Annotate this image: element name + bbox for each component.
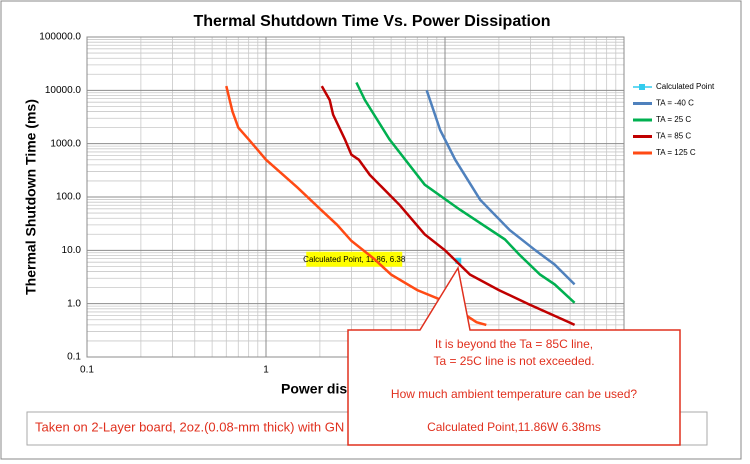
legend-label: TA = -40 C [656, 99, 694, 108]
y-tick-label: 100.0 [56, 192, 81, 203]
series-line [425, 89, 576, 286]
series-line [320, 85, 576, 327]
legend-label: TA = 85 C [656, 132, 691, 141]
y-tick-label: 1.0 [67, 298, 81, 309]
y-axis-title: Thermal Shutdown Time (ms) [23, 99, 39, 295]
grid: 0.11101000.11.010.0100.01000.010000.0100… [39, 32, 632, 376]
callout [347, 265, 681, 446]
x-tick-label: 1 [263, 365, 269, 376]
note: Taken on 2-Layer board, 2oz.(0.08-mm thi… [35, 419, 344, 434]
series-line [225, 85, 487, 327]
y-tick-label: 1000.0 [50, 138, 81, 149]
y-tick-label: 10.0 [62, 245, 82, 256]
point [455, 257, 462, 264]
y-tick-label: 10000.0 [45, 85, 82, 96]
callout-line: It is beyond the Ta = 85C line, [435, 337, 593, 351]
y-tick-label: 0.1 [67, 352, 81, 363]
chart-title: Thermal Shutdown Time Vs. Power Dissipat… [193, 13, 550, 30]
callout-line: Calculated Point,11.86W 6.38ms [427, 420, 601, 434]
legend: Calculated Point TA = -40 C TA = 25 C TA = … [633, 82, 715, 157]
legend-label: TA = 125 C [656, 148, 696, 157]
data-label: Calculated Point, 11.86, 6.38 [303, 255, 406, 264]
legend-label: TA = 25 C [656, 115, 691, 124]
callout-text: It is beyond the Ta = 85C line, Ta = 25C … [391, 337, 637, 434]
x-tick-label: 0.1 [80, 365, 94, 376]
callout-line: How much ambient temperature can be used… [391, 387, 637, 401]
callout-line: Ta = 25C line is not exceeded. [433, 354, 594, 368]
legend-label: Calculated Point [656, 82, 715, 91]
plot: Calculated Point, 11.86, 6.38 [225, 81, 576, 327]
legend-marker [639, 84, 645, 90]
y-tick-label: 100000.0 [39, 32, 81, 43]
series-line [355, 81, 576, 304]
